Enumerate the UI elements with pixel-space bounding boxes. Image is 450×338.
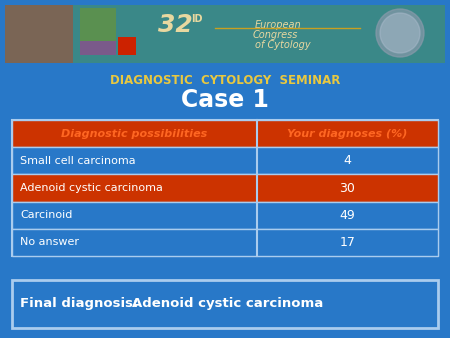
Text: DIAGNOSTIC  CYTOLOGY  SEMINAR: DIAGNOSTIC CYTOLOGY SEMINAR [110, 73, 340, 87]
Text: 17: 17 [340, 236, 356, 249]
Bar [5, 5, 73, 63]
Text: Final diagnosis:: Final diagnosis: [20, 297, 143, 311]
Bar [12, 201, 438, 229]
Text: Adenoid cystic carcinoma: Adenoid cystic carcinoma [20, 183, 163, 193]
Bar [12, 120, 438, 147]
Text: Adenoid cystic carcinoma: Adenoid cystic carcinoma [132, 297, 323, 311]
Bar [118, 37, 136, 55]
Text: Case 1: Case 1 [181, 88, 269, 112]
Text: Small cell carcinoma: Small cell carcinoma [20, 156, 135, 166]
Text: 49: 49 [340, 209, 356, 222]
Bar [12, 120, 438, 256]
Text: Congress: Congress [253, 30, 298, 40]
Circle shape [376, 9, 424, 57]
Bar [12, 280, 438, 328]
Bar [12, 147, 438, 174]
Bar [12, 174, 438, 201]
Text: 32: 32 [158, 13, 193, 37]
Text: Your diagnoses (%): Your diagnoses (%) [287, 128, 408, 139]
Text: 30: 30 [340, 182, 356, 194]
Bar [12, 229, 438, 256]
Bar [80, 8, 116, 41]
Text: Diagnostic possibilities: Diagnostic possibilities [61, 128, 207, 139]
Text: 4: 4 [343, 154, 351, 167]
Bar [5, 5, 445, 63]
Bar [80, 41, 116, 55]
Text: of Cytology: of Cytology [255, 40, 310, 50]
Text: No answer: No answer [20, 237, 79, 247]
Circle shape [380, 13, 420, 53]
Text: ID: ID [191, 14, 203, 24]
Text: Carcinoid: Carcinoid [20, 210, 72, 220]
Text: European: European [255, 20, 302, 30]
